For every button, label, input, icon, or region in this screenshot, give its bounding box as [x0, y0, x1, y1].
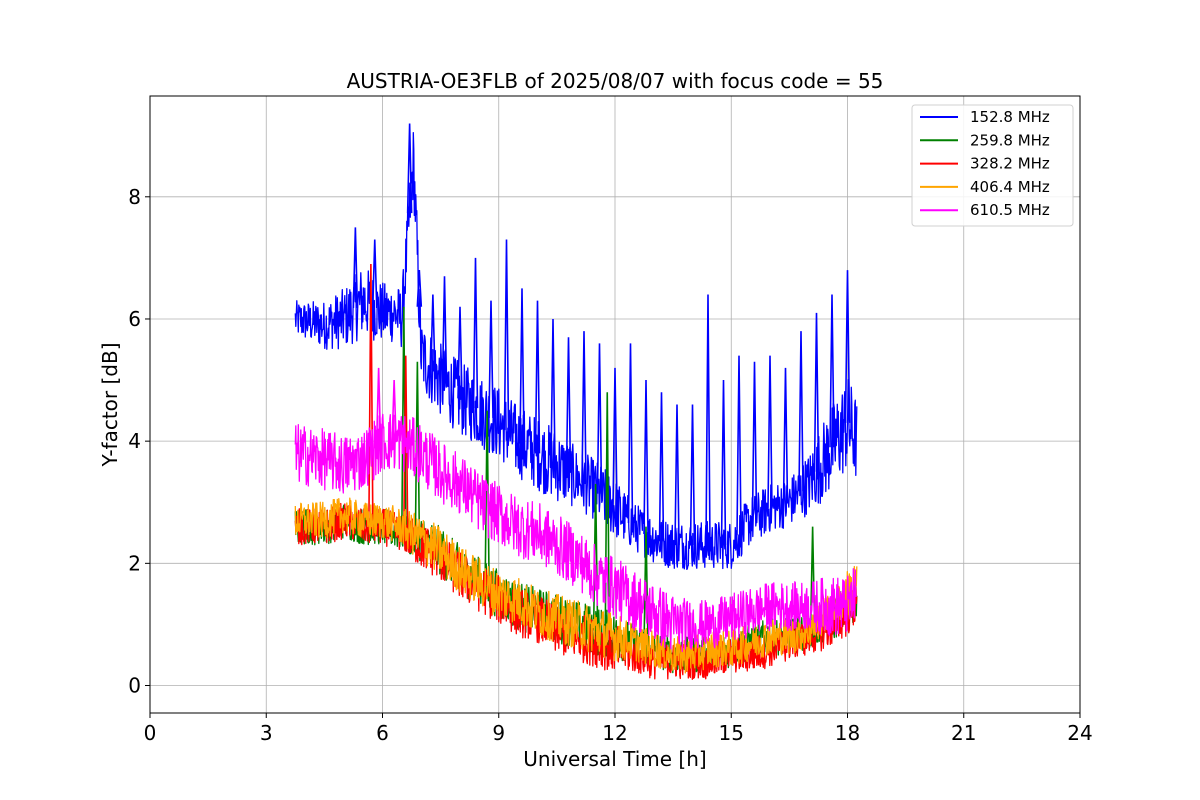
series-spike — [736, 355, 742, 536]
series-spike — [406, 123, 413, 214]
x-tick-label: 15 — [719, 721, 744, 745]
x-tick-label: 24 — [1067, 721, 1092, 745]
series-spike — [798, 331, 804, 492]
y-axis-label: Y-factor [dB] — [98, 342, 122, 467]
series-spike — [720, 380, 727, 546]
series-spike — [534, 300, 541, 454]
series-spike — [581, 331, 587, 483]
legend-label: 610.5 MHz — [970, 201, 1050, 219]
series-spike — [751, 361, 758, 519]
series-spike — [430, 294, 436, 371]
series-spike — [767, 355, 773, 509]
series-0 — [294, 123, 858, 571]
legend: 152.8 MHz 259.8 MHz 328.2 MHz 406.4 MHz 610.… — [911, 104, 1074, 227]
series-spike — [391, 380, 397, 442]
x-tick-label: 18 — [835, 721, 860, 745]
series-spike — [488, 300, 494, 418]
series-spike — [782, 367, 789, 504]
series-spike — [674, 404, 680, 546]
series-spike — [612, 367, 618, 509]
legend-label: 259.8 MHz — [970, 131, 1050, 149]
legend-label: 152.8 MHz — [970, 108, 1050, 126]
y-tick-label: 6 — [128, 307, 141, 331]
series-spike — [371, 239, 378, 309]
series-line — [294, 497, 858, 674]
series-spike — [658, 392, 665, 542]
y-tick-label: 0 — [128, 674, 141, 698]
series-spike — [402, 355, 409, 536]
series-spike — [519, 288, 525, 444]
series-spike — [352, 227, 359, 308]
series-4 — [294, 367, 857, 653]
series-spike — [457, 306, 463, 399]
y-tick-label: 8 — [128, 185, 141, 209]
legend-label: 328.2 MHz — [970, 155, 1050, 173]
series-spike — [565, 337, 572, 473]
series-spike — [643, 380, 649, 535]
series-spike — [416, 270, 423, 307]
series-spike — [705, 294, 711, 546]
series-spike — [503, 239, 510, 431]
series-spike — [844, 270, 851, 423]
series-line — [294, 413, 857, 653]
y-tick-label: 4 — [128, 429, 141, 453]
series-spike — [472, 257, 479, 409]
x-tick-label: 9 — [492, 721, 505, 745]
series-line — [294, 132, 858, 571]
series-spike — [689, 404, 696, 546]
series-spike — [813, 312, 820, 472]
series-spike — [604, 392, 611, 635]
x-tick-label: 21 — [951, 721, 976, 745]
series-3 — [294, 497, 858, 674]
series-spike — [829, 294, 835, 448]
y-tick-label: 2 — [128, 551, 141, 575]
x-axis-label: Universal Time [h] — [523, 747, 706, 771]
chart-title: AUSTRIA-OE3FLB of 2025/08/07 with focus … — [347, 69, 884, 93]
legend-label: 406.4 MHz — [970, 178, 1050, 196]
series-layer — [294, 123, 858, 680]
x-tick-label: 12 — [602, 721, 627, 745]
series-spike — [596, 343, 603, 494]
series-spike — [550, 318, 556, 464]
series-spike — [441, 276, 448, 384]
series-spike — [375, 367, 382, 445]
x-tick-label: 6 — [376, 721, 389, 745]
series-spike — [627, 343, 634, 524]
x-tick-label: 3 — [260, 721, 273, 745]
x-tick-label: 0 — [144, 721, 157, 745]
legend-box — [911, 104, 1074, 227]
